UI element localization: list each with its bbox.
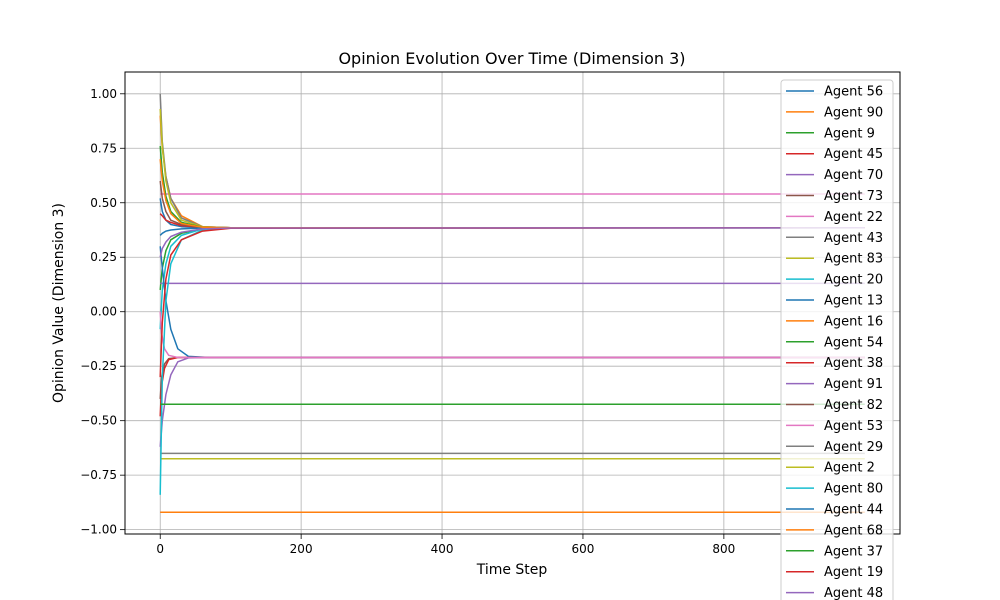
legend-label: Agent 91 [824,377,883,392]
y-tick-label: 0.75 [90,141,117,155]
legend-label: Agent 2 [824,461,875,476]
axis-ticks: 0 200 400 600 800 −1.00 −0.75 −0.50 −0.25 0.00 0.2… [80,87,735,556]
legend-label: Agent 45 [824,147,883,162]
legend-label: Agent 43 [824,231,883,246]
y-tick-label: 1.00 [90,87,117,101]
x-tick-label: 400 [431,542,454,556]
x-axis-label: Time Step [476,562,548,578]
y-tick-label: −0.25 [80,359,117,373]
legend-label: Agent 53 [824,419,883,434]
x-tick-label: 0 [156,542,164,556]
legend-label: Agent 19 [824,565,883,580]
legend: Agent 56 Agent 90 Agent 9 Agent 45 Agent 70 A… [780,79,894,600]
legend-label: Agent 16 [824,314,883,329]
legend-label: Agent 90 [824,105,883,120]
legend-label: Agent 37 [824,544,883,559]
legend-label: Agent 48 [824,586,883,600]
y-tick-label: −0.75 [80,468,117,482]
legend-label: Agent 20 [824,273,883,288]
y-tick-label: 0.25 [90,250,117,264]
y-tick-label: −1.00 [80,523,117,537]
y-tick-label: 0.50 [90,196,117,210]
series-line-agent-48 [159,227,865,258]
legend-label: Agent 73 [824,189,883,204]
x-tick-label: 600 [572,542,595,556]
legend-label: Agent 82 [824,398,883,413]
plot-frame [124,71,901,535]
legend-label: Agent 70 [824,168,883,183]
y-tick-label: −0.50 [80,414,117,428]
series-lines [159,93,865,513]
legend-label: Agent 13 [824,294,883,309]
legend-label: Agent 80 [824,482,883,497]
legend-box [780,79,894,600]
legend-label: Agent 83 [824,252,883,267]
legend-label: Agent 68 [824,523,883,538]
x-tick-label: 800 [712,542,735,556]
legend-label: Agent 54 [824,335,883,350]
legend-label: Agent 9 [824,126,875,141]
legend-label: Agent 56 [824,85,883,100]
legend-label: Agent 44 [824,503,883,518]
legend-label: Agent 38 [824,356,883,371]
x-tick-label: 200 [290,542,313,556]
y-tick-label: 0.00 [90,305,117,319]
y-axis-label: Opinion Value (Dimension 3) [51,203,67,403]
legend-label: Agent 29 [824,440,883,455]
grid [125,72,900,534]
legend-label: Agent 22 [824,210,883,225]
chart-title: Opinion Evolution Over Time (Dimension 3… [338,49,685,68]
